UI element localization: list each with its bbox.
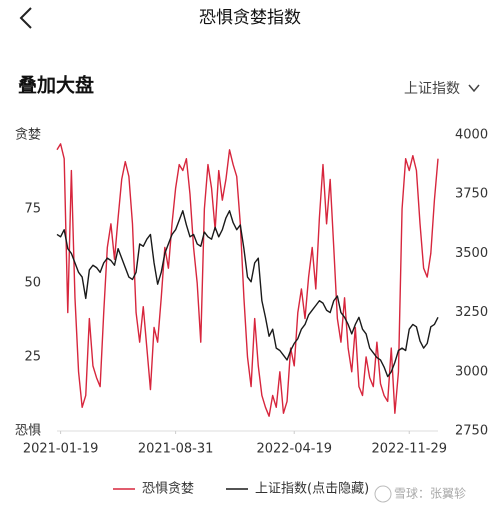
legend-label[interactable]: 恐惧贪婪 bbox=[142, 481, 194, 497]
x-tick-label: 2022-04-19 bbox=[256, 442, 332, 457]
x-tick-label: 2021-01-19 bbox=[23, 442, 99, 457]
y2-tick-label: 3000 bbox=[455, 364, 488, 379]
watermark: 雪球：张翼轸 bbox=[394, 487, 466, 501]
watermark-logo bbox=[374, 485, 392, 503]
series-line bbox=[56, 143, 439, 417]
series-line bbox=[56, 210, 439, 378]
y2-tick-label: 4000 bbox=[455, 128, 488, 143]
y2-tick-label: 3250 bbox=[455, 305, 488, 320]
legend[interactable]: 恐惧贪婪 上证指数(点击隐藏) bbox=[113, 481, 369, 497]
y-tick-label: 75 bbox=[24, 202, 41, 217]
y2-tick-label: 3750 bbox=[455, 187, 488, 202]
y-tick-label: 50 bbox=[24, 276, 41, 291]
back-button[interactable] bbox=[19, 7, 32, 29]
y-tick-label: 25 bbox=[24, 350, 41, 365]
y-tick-label: 恐惧 bbox=[15, 423, 41, 439]
section-title: 叠加大盘 bbox=[18, 74, 94, 97]
dropdown-icon[interactable] bbox=[468, 84, 480, 93]
legend-label[interactable]: 上证指数(点击隐藏) bbox=[255, 482, 369, 497]
index-selector[interactable]: 上证指数 bbox=[404, 81, 460, 97]
x-tick-label: 2022-11-29 bbox=[371, 442, 447, 457]
y2-tick-label: 3500 bbox=[455, 246, 488, 261]
x-tick-label: 2021-08-31 bbox=[138, 442, 214, 457]
page-title: 恐惧贪婪指数 bbox=[199, 8, 301, 28]
y-tick-label: 贪婪 bbox=[15, 128, 41, 143]
y2-tick-label: 2750 bbox=[455, 424, 488, 439]
